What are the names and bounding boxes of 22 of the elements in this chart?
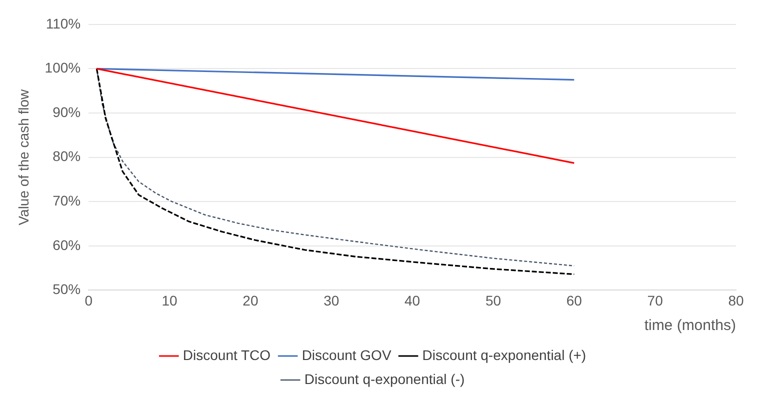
x-tick-label: 20 [242, 292, 258, 308]
x-tick-label: 60 [566, 292, 582, 308]
y-tick-label: 70% [52, 192, 81, 208]
y-tick-label: 110% [46, 15, 81, 32]
y-tick-label: 60% [52, 236, 81, 253]
legend-label: Discount q-exponential (+) [422, 346, 586, 363]
legend-label: Discount GOV [302, 346, 392, 363]
x-tick-label: 10 [162, 292, 178, 308]
x-tick-label: 30 [324, 292, 340, 308]
x-tick-label: 50 [485, 292, 502, 308]
y-axis-title: Value of the cash flow [15, 88, 32, 226]
y-tick-label: 80% [52, 148, 81, 164]
y-tick-label: 90% [52, 104, 81, 120]
x-tick-label: 40 [404, 292, 420, 308]
y-tick-label: 50% [52, 281, 81, 298]
y-tick-label: 100% [44, 60, 81, 76]
legend-label: Discount q-exponential (-) [304, 370, 465, 387]
x-tick-label: 70 [647, 292, 664, 308]
x-tick-label: 80 [728, 292, 744, 308]
legend-label: Discount TCO [182, 346, 271, 363]
x-tick-label: 0 [84, 292, 93, 308]
x-axis-title: time (months) [644, 317, 736, 334]
